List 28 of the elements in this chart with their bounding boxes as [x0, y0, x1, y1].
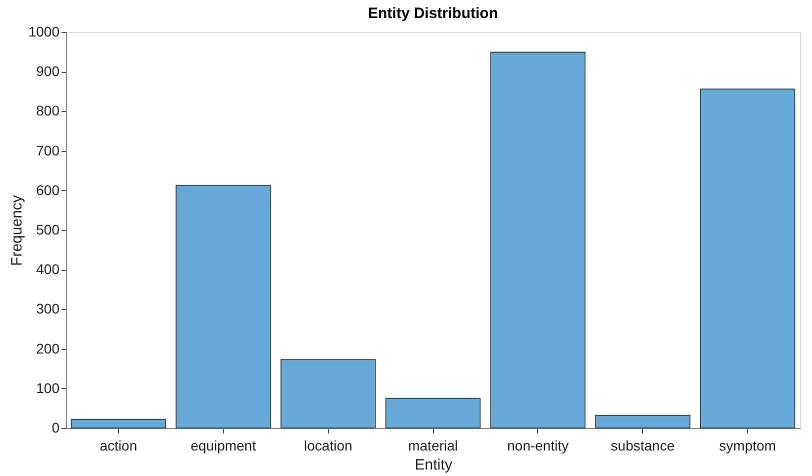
y-tick-label: 0 [52, 420, 60, 436]
y-axis-title: Frequency [8, 194, 26, 266]
x-tick-label: action [100, 438, 138, 454]
x-axis-title: Entity [414, 456, 453, 474]
x-tick-label: equipment [190, 438, 256, 454]
bar [700, 88, 796, 428]
x-tick-label: substance [610, 438, 675, 454]
chart-title: Entity Distribution [368, 5, 498, 22]
bar [176, 184, 271, 428]
x-tick-label: symptom [719, 438, 776, 454]
y-tick-label: 800 [36, 102, 60, 119]
y-tick-label: 900 [36, 63, 60, 80]
bar [70, 418, 166, 428]
y-tick-label: 500 [36, 222, 60, 238]
y-tick-label: 1000 [28, 24, 60, 40]
y-tick-label: 200 [36, 340, 60, 356]
x-tick-label: material [408, 438, 458, 454]
y-tick-label: 600 [36, 182, 60, 198]
x-tick-label: location [304, 438, 352, 454]
y-tick-label: 700 [36, 142, 60, 158]
y-tick-label: 100 [36, 380, 60, 396]
bar [280, 359, 376, 428]
x-tick-label: non-entity [507, 438, 569, 454]
bar [490, 52, 586, 428]
bar [595, 414, 690, 428]
y-tick-label: 300 [36, 300, 60, 317]
bar [385, 398, 481, 428]
y-tick-label: 400 [36, 261, 60, 278]
